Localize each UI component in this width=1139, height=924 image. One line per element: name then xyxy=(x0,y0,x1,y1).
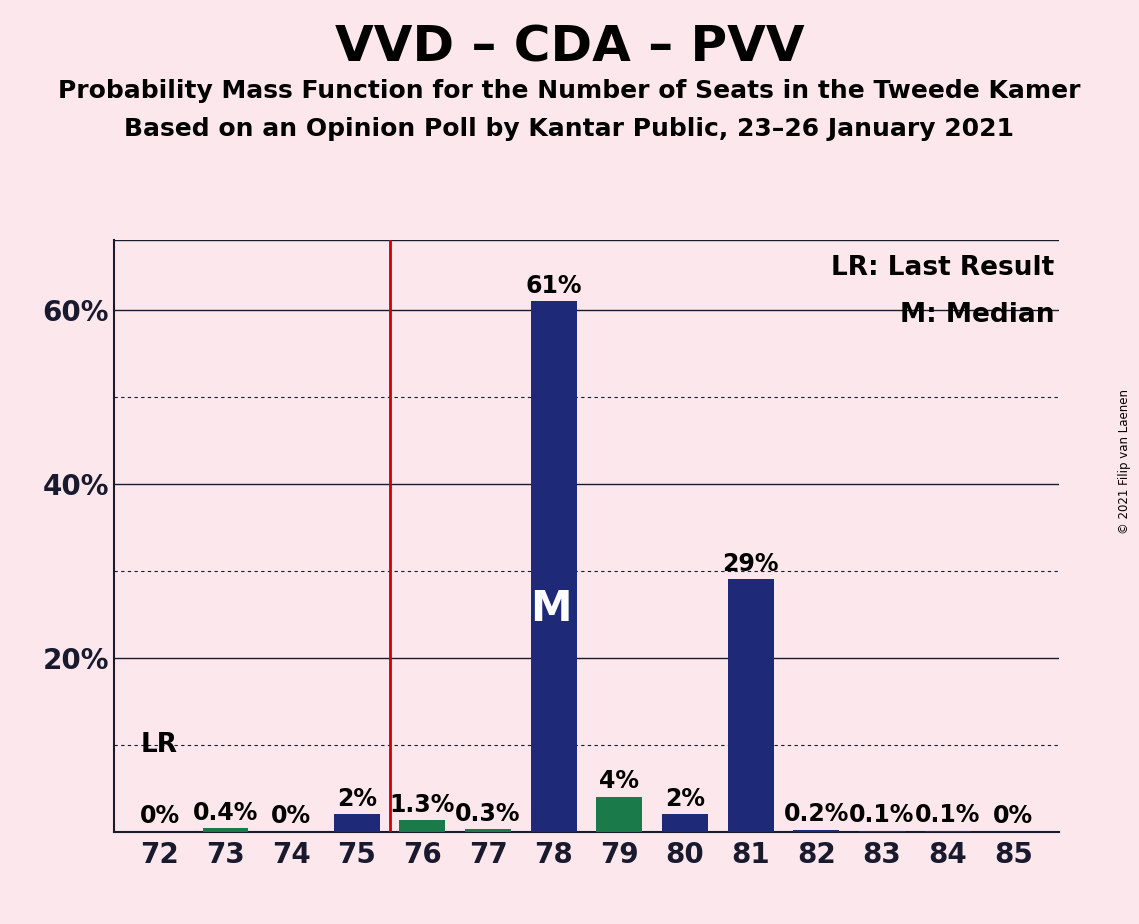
Text: 0.2%: 0.2% xyxy=(784,802,849,826)
Text: 0.1%: 0.1% xyxy=(915,803,981,827)
Text: M: M xyxy=(530,588,572,630)
Text: 29%: 29% xyxy=(722,552,779,576)
Bar xyxy=(597,796,642,832)
Text: 2%: 2% xyxy=(665,786,705,810)
Text: 0%: 0% xyxy=(140,804,180,828)
Text: 0.4%: 0.4% xyxy=(192,800,259,824)
Text: 1.3%: 1.3% xyxy=(390,793,456,817)
Bar xyxy=(531,301,576,832)
Bar xyxy=(465,829,511,832)
Text: Probability Mass Function for the Number of Seats in the Tweede Kamer: Probability Mass Function for the Number… xyxy=(58,79,1081,103)
Text: 0.1%: 0.1% xyxy=(850,803,915,827)
Text: 0.3%: 0.3% xyxy=(456,801,521,825)
Text: LR: Last Result: LR: Last Result xyxy=(831,255,1055,281)
Text: M: Median: M: Median xyxy=(900,302,1055,328)
Bar xyxy=(400,821,445,832)
Bar xyxy=(662,814,708,832)
Text: 0%: 0% xyxy=(993,804,1033,828)
Text: LR: LR xyxy=(140,732,178,758)
Bar xyxy=(334,814,379,832)
Text: 2%: 2% xyxy=(337,786,377,810)
Text: 61%: 61% xyxy=(525,274,582,298)
Bar xyxy=(794,830,839,832)
Text: Based on an Opinion Poll by Kantar Public, 23–26 January 2021: Based on an Opinion Poll by Kantar Publi… xyxy=(124,117,1015,141)
Bar xyxy=(728,579,773,832)
Text: 0%: 0% xyxy=(271,804,311,828)
Text: 4%: 4% xyxy=(599,770,639,794)
Text: © 2021 Filip van Laenen: © 2021 Filip van Laenen xyxy=(1118,390,1131,534)
Text: VVD – CDA – PVV: VVD – CDA – PVV xyxy=(335,23,804,71)
Bar xyxy=(203,828,248,832)
